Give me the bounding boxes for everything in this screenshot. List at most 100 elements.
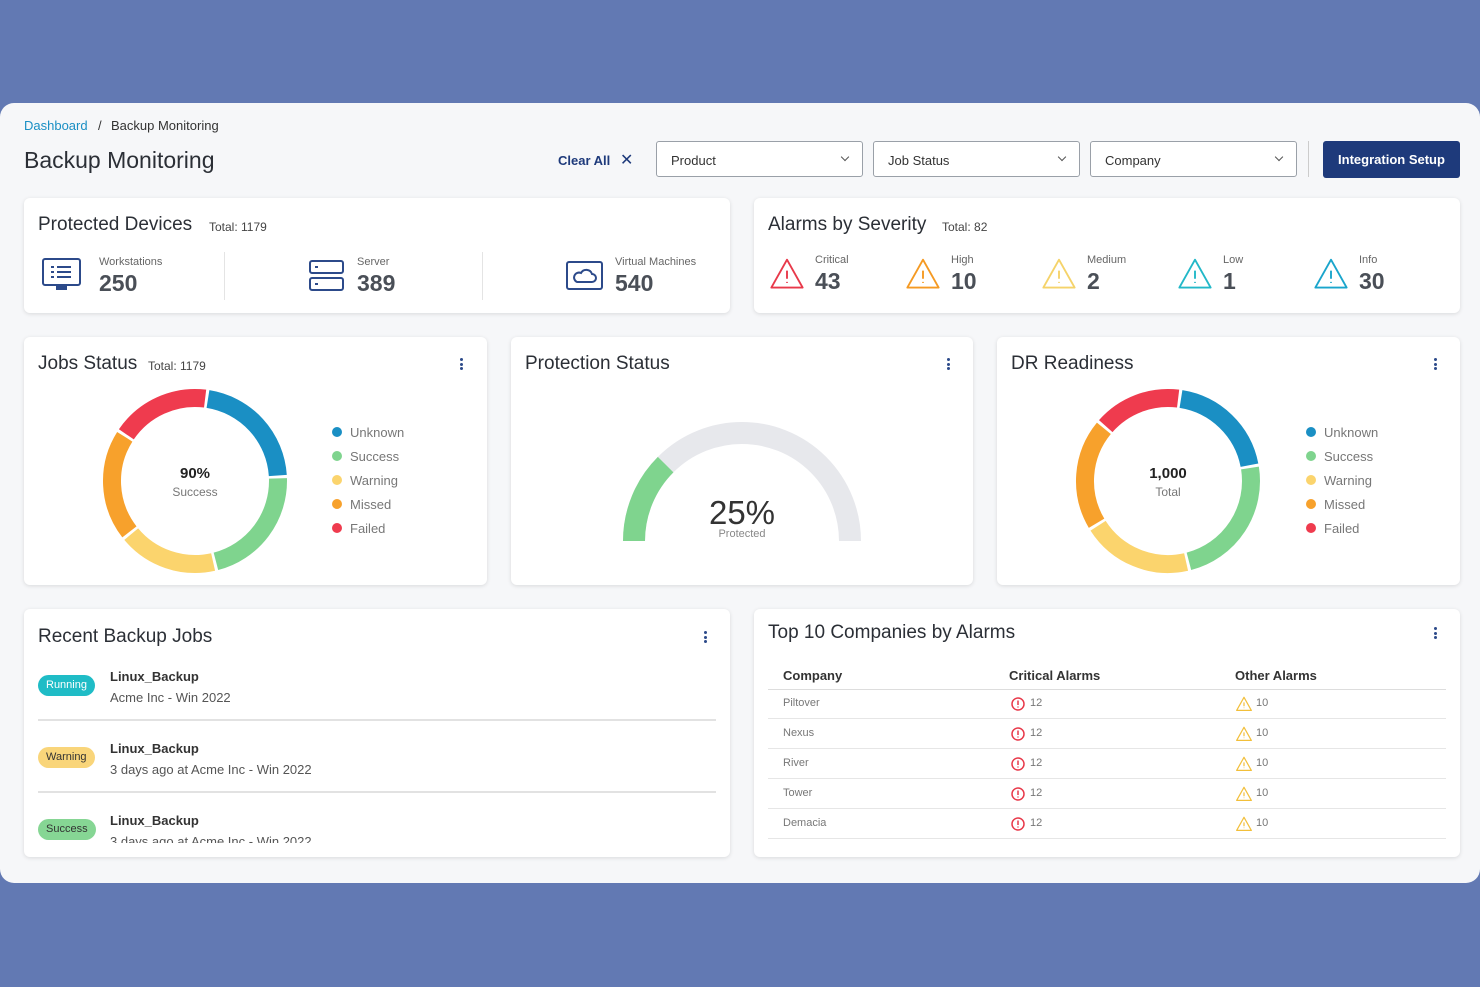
warning-icon bbox=[1236, 786, 1252, 801]
triangle bbox=[1178, 258, 1212, 289]
row-divider bbox=[768, 748, 1446, 749]
critical-icon bbox=[1011, 757, 1025, 771]
workstation-icon bbox=[42, 258, 81, 290]
row-divider bbox=[38, 719, 716, 721]
row-divider bbox=[38, 791, 716, 793]
severity-label: Medium bbox=[1087, 254, 1127, 266]
row-divider bbox=[768, 778, 1446, 779]
severity-count: 10 bbox=[951, 268, 977, 294]
critical-count: 12 bbox=[1030, 787, 1043, 799]
top-companies-card bbox=[754, 609, 1460, 857]
triangle bbox=[1314, 258, 1348, 289]
card-title: Protected Devices bbox=[38, 214, 193, 235]
menu-button[interactable] bbox=[1434, 627, 1437, 641]
legend-dot bbox=[332, 475, 342, 485]
card-title: Protection Status bbox=[525, 353, 670, 374]
menu-button[interactable] bbox=[460, 358, 463, 372]
donut-segment bbox=[1090, 520, 1189, 573]
donut-center-label: Success bbox=[172, 485, 218, 499]
critical-icon bbox=[1011, 697, 1025, 711]
menu-button[interactable] bbox=[704, 631, 707, 645]
severity-label: Low bbox=[1223, 254, 1244, 266]
jobs-list: Running Linux_Backup Acme Inc - Win 2022 Wa… bbox=[24, 660, 730, 843]
other-count: 10 bbox=[1256, 817, 1269, 829]
filter-label: Company bbox=[1105, 153, 1161, 168]
donut-segment bbox=[213, 478, 287, 571]
chevron bbox=[1057, 152, 1067, 162]
clear-icon[interactable]: ✕ bbox=[620, 152, 634, 169]
legend-label: Success bbox=[1324, 449, 1374, 464]
filter-label: Job Status bbox=[888, 153, 950, 168]
triangle bbox=[906, 258, 940, 289]
company-name: Tower bbox=[783, 787, 813, 799]
job-name: Linux_Backup bbox=[110, 813, 199, 828]
legend-dot bbox=[1306, 451, 1316, 461]
circle bbox=[1011, 757, 1025, 771]
menu-button[interactable] bbox=[947, 358, 950, 372]
recent-jobs-card bbox=[24, 609, 730, 857]
severity-icon bbox=[1042, 258, 1076, 289]
donut-chart bbox=[103, 389, 287, 573]
critical-count: 12 bbox=[1030, 727, 1043, 739]
breadcrumb-separator: / bbox=[98, 118, 102, 133]
donut-center-value: 1,000 bbox=[1149, 465, 1187, 482]
legend-label: Success bbox=[350, 449, 400, 464]
filter-dropdown[interactable]: Company bbox=[1090, 141, 1297, 177]
chevron bbox=[840, 152, 850, 162]
company-name: Nexus bbox=[783, 727, 815, 739]
company-name: River bbox=[783, 757, 809, 769]
status-badge: Success bbox=[38, 819, 96, 840]
gauge-caption: Protected bbox=[718, 528, 766, 540]
triangle bbox=[1236, 696, 1252, 711]
device-label: Virtual Machines bbox=[615, 256, 697, 268]
severity-icon bbox=[906, 258, 940, 289]
column-header: Other Alarms bbox=[1235, 668, 1317, 683]
legend-label: Missed bbox=[1324, 497, 1366, 512]
divider bbox=[1308, 141, 1309, 177]
filter-dropdown[interactable]: Product bbox=[656, 141, 863, 177]
legend-dot bbox=[332, 499, 342, 509]
donut-segment bbox=[1179, 390, 1259, 468]
critical-count: 12 bbox=[1030, 697, 1043, 709]
critical-icon bbox=[1011, 817, 1025, 831]
legend-dot bbox=[1306, 499, 1316, 509]
severity-icon bbox=[1178, 258, 1212, 289]
column-header: Critical Alarms bbox=[1009, 668, 1101, 683]
card-title: Recent Backup Jobs bbox=[38, 626, 213, 647]
donut-segment bbox=[206, 390, 287, 477]
card-total: Total: 1179 bbox=[209, 220, 267, 234]
breadcrumb-link[interactable]: Dashboard bbox=[24, 118, 88, 133]
card-total: Total: 82 bbox=[942, 220, 988, 234]
donut-segment bbox=[124, 528, 216, 573]
status-badge: Warning bbox=[38, 747, 95, 768]
triangle bbox=[1236, 756, 1252, 771]
clear-all[interactable]: Clear All bbox=[558, 153, 611, 168]
filter-dropdown[interactable]: Job Status bbox=[873, 141, 1080, 177]
divider bbox=[482, 252, 483, 300]
warning-icon bbox=[1236, 696, 1252, 711]
other-count: 10 bbox=[1256, 727, 1269, 739]
critical-icon bbox=[1011, 787, 1025, 801]
row-divider bbox=[768, 808, 1446, 809]
triangle bbox=[1236, 726, 1252, 741]
severity-icon bbox=[1314, 258, 1348, 289]
header-divider bbox=[768, 689, 1446, 690]
severity-label: Info bbox=[1359, 254, 1378, 266]
job-detail: Acme Inc - Win 2022 bbox=[110, 690, 231, 705]
device-label: Server bbox=[357, 256, 390, 268]
card-title: Top 10 Companies by Alarms bbox=[768, 622, 1016, 643]
donut-segment bbox=[1098, 389, 1180, 433]
legend-dot bbox=[1306, 427, 1316, 437]
legend-label: Warning bbox=[1324, 473, 1372, 488]
severity-count: 1 bbox=[1223, 268, 1236, 294]
company-name: Piltover bbox=[783, 697, 820, 709]
menu-button[interactable] bbox=[1434, 358, 1437, 372]
donut-chart bbox=[1076, 389, 1260, 573]
row-divider bbox=[768, 718, 1446, 719]
integration-setup-button[interactable]: Integration Setup bbox=[1323, 141, 1460, 178]
protection-status-card bbox=[511, 337, 973, 585]
protected-devices-card bbox=[24, 198, 730, 313]
critical-icon bbox=[1011, 727, 1025, 741]
status-badge: Running bbox=[38, 675, 95, 696]
donut-segment bbox=[118, 389, 207, 440]
